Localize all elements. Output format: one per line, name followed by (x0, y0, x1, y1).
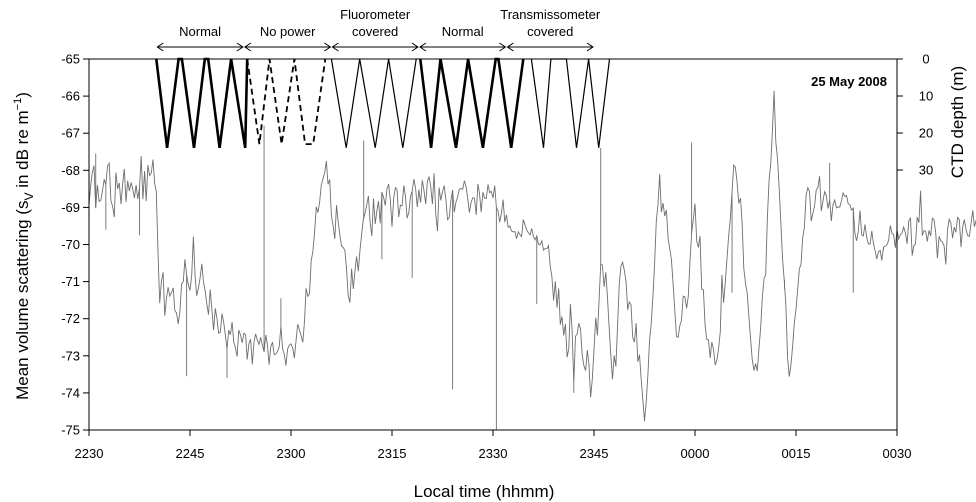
date-label: 25 May 2008 (811, 74, 887, 89)
x-tick-label: 2300 (277, 446, 306, 461)
y-tick-label: -71 (61, 274, 80, 289)
y-tick-label: -68 (61, 163, 80, 178)
backscatter-trace (88, 90, 976, 430)
y-tick-label: -72 (61, 311, 80, 326)
x-axis-title: Local time (hhmm) (414, 482, 555, 501)
x-tick-label: 2345 (580, 446, 609, 461)
x-tick-label: 2315 (378, 446, 407, 461)
segment-label: covered (527, 24, 573, 39)
condition-segments: Normal No power Fluorometer covered Normal Tr… (156, 7, 601, 52)
ctd-profiles (155, 57, 611, 149)
y-tick-label: -69 (61, 200, 80, 215)
x-tick-label: 0030 (883, 446, 912, 461)
x-tick-label: 0015 (782, 446, 811, 461)
y-tick-label: -67 (61, 126, 80, 141)
ctd-profile-5 (530, 58, 611, 148)
arrow-head-right (499, 42, 507, 52)
y-tick-label: -70 (61, 237, 80, 252)
arrow-head-left (156, 42, 164, 52)
right-axis-title: CTD depth (m) (948, 66, 967, 178)
y-tick-label: -74 (61, 385, 80, 400)
arrow-head-left (506, 42, 514, 52)
segment-label: Normal (179, 24, 221, 39)
arrow-head-left (419, 42, 427, 52)
y-tick-label: -65 (61, 52, 80, 67)
plot-frame (88, 58, 898, 431)
x-tick-label: 0000 (681, 446, 710, 461)
segment-label: No power (260, 24, 316, 39)
right-tick-label: 30 (919, 163, 933, 178)
ctd-profile-2 (246, 58, 327, 146)
y-axis-title: Mean volume scattering (sV in dB re m−1) (12, 92, 36, 400)
backscatter-line (88, 90, 976, 422)
axes: -65 -66 -67 -68 -69 -70 -71 -72 -73 -74 -75 2230 224… (61, 52, 933, 462)
arrow-head-right (411, 42, 419, 52)
segment-label: Normal (442, 24, 484, 39)
y-tick-label: -75 (61, 423, 80, 438)
x-tick-label: 2245 (176, 446, 205, 461)
arrow-head-left (243, 42, 252, 52)
x-tick-label: 2330 (479, 446, 508, 461)
segment-label: Fluorometer (340, 7, 411, 22)
segment-label: covered (352, 24, 398, 39)
ctd-profile-4 (419, 57, 525, 149)
right-tick-label: 20 (919, 126, 933, 141)
arrow-head-right (586, 42, 594, 52)
right-tick-label: 10 (919, 89, 933, 104)
ctd-profile-3 (330, 58, 417, 148)
y-tick-label: -73 (61, 348, 80, 363)
ctd-profile-1 (155, 57, 249, 149)
y-tick-label: -66 (61, 89, 80, 104)
segment-label: Transmissometer (500, 7, 601, 22)
arrow-head-left (331, 42, 339, 52)
x-tick-label: 2230 (75, 446, 104, 461)
right-tick-label: 0 (922, 52, 929, 67)
arrow-head-right (236, 42, 244, 52)
arrow-head-right (324, 42, 332, 52)
